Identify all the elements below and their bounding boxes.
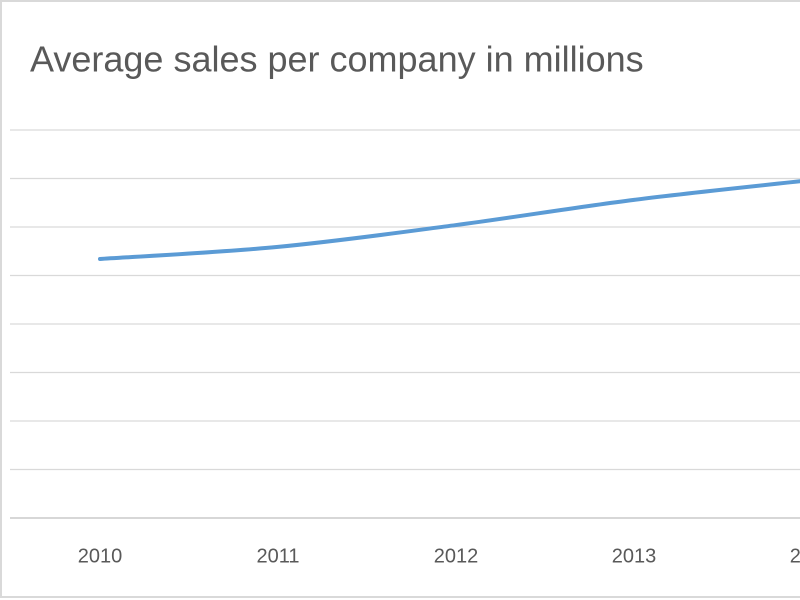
chart-title: Average sales per company in millions bbox=[30, 39, 644, 80]
series-line bbox=[98, 179, 800, 262]
x-tick-label: 2014 bbox=[790, 545, 800, 567]
x-tick-label: 2010 bbox=[78, 545, 123, 567]
x-tick-label: 2012 bbox=[434, 545, 479, 567]
x-tick-label: 2013 bbox=[612, 545, 657, 567]
x-tick-label: 2011 bbox=[256, 545, 299, 567]
